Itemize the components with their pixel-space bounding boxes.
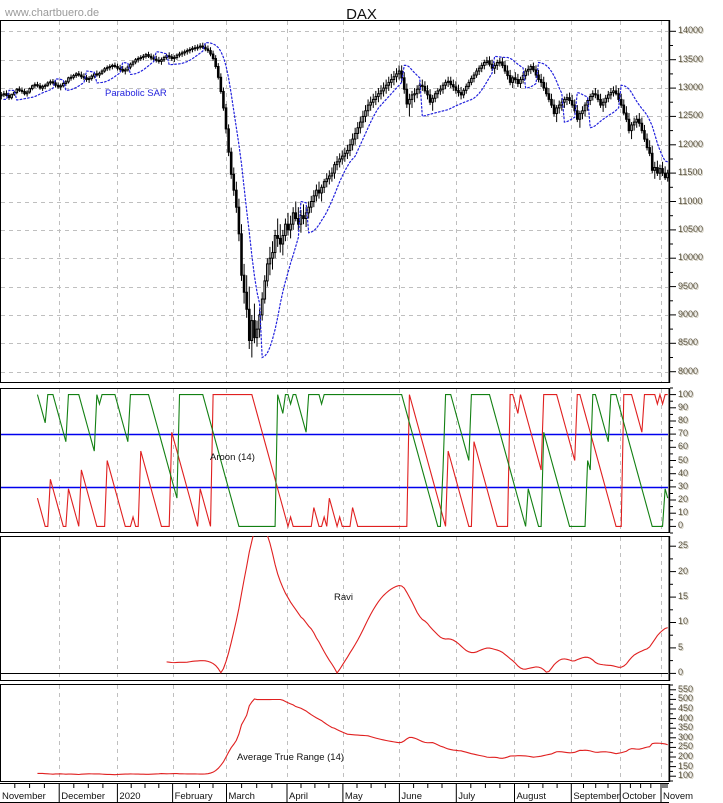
y-axis-tick-label: 10000 — [678, 252, 704, 263]
watermark-text: www.chartbuero.de — [5, 7, 100, 19]
x-axis-month-label: September — [573, 791, 620, 802]
y-axis-tick-label: 10500 — [678, 223, 704, 234]
price-panel — [0, 20, 670, 383]
y-axis-tick-label: 500 — [678, 693, 694, 704]
parabolic-sar-label: Parabolic SAR — [105, 88, 167, 99]
x-axis-month-label: July — [458, 791, 476, 802]
y-axis-tick-label: 12500 — [678, 110, 704, 121]
y-axis-tick-label: 8500 — [678, 337, 699, 348]
ravi-panel — [0, 536, 670, 681]
y-axis-tick-label: 13000 — [678, 82, 704, 93]
x-axis-month-label: March — [228, 791, 255, 802]
y-axis-tick-label: 350 — [678, 722, 694, 733]
y-axis-tick-label: 0 — [678, 520, 684, 531]
x-axis-month-label: February — [174, 791, 213, 802]
x-axis-month-label: October — [622, 791, 656, 802]
y-axis-tick-label: 10 — [678, 507, 689, 518]
y-axis-tick-label: 100 — [678, 770, 694, 781]
y-axis-tick-label: 40 — [678, 467, 689, 478]
x-axis: November December 2020 February March April Ma… — [0, 783, 723, 803]
y-axis-tick-label: 50 — [678, 454, 689, 465]
aroon-panel — [0, 388, 670, 533]
y-axis-tick-label: 250 — [678, 741, 694, 752]
y-axis-tick-label: 400 — [678, 712, 694, 723]
y-axis-tick-label: 100 — [678, 388, 694, 399]
x-axis-month-label: December — [61, 791, 106, 802]
y-axis-tick-label: 9500 — [678, 280, 699, 291]
y-axis-tick-label: 30 — [678, 480, 689, 491]
y-axis-tick-label: 5 — [678, 641, 684, 652]
y-axis-tick-label: 12000 — [678, 138, 704, 149]
y-axis-tick-label: 20 — [678, 494, 689, 505]
chart-title: DAX — [346, 6, 377, 23]
y-axis-tick-label: 0 — [678, 667, 684, 678]
atr-label: Average True Range (14) — [237, 752, 345, 763]
y-axis-tick-label: 90 — [678, 401, 689, 412]
x-axis-month-label: June — [401, 791, 422, 802]
x-axis-month-label: November — [2, 791, 46, 802]
x-axis-month-label: April — [289, 791, 309, 802]
y-axis-tick-label: 20 — [678, 565, 689, 576]
y-axis-tick-label: 80 — [678, 414, 689, 425]
y-axis-tick-label: 60 — [678, 441, 689, 452]
y-axis-tick-label: 15 — [678, 591, 689, 602]
aroon-label: Aroon (14) — [210, 452, 255, 463]
x-axis-month-label: Novem — [662, 791, 694, 802]
y-axis-tick-label: 25 — [678, 540, 689, 551]
y-axis-tick-label: 550 — [678, 683, 694, 694]
y-axis-tick-label: 450 — [678, 702, 694, 713]
y-axis-tick-label: 70 — [678, 428, 689, 439]
y-axis-tick-label: 200 — [678, 751, 694, 762]
atr-panel — [0, 684, 670, 782]
y-axis-tick-label: 14000 — [678, 25, 704, 36]
y-axis-tick-label: 10 — [678, 616, 689, 627]
ravi-label: Ravi — [334, 592, 354, 603]
x-axis-month-label: May — [344, 791, 363, 802]
y-axis-tick-label: 150 — [678, 760, 694, 771]
y-axis-tick-label: 11500 — [678, 167, 703, 178]
x-axis-month-label: August — [516, 791, 547, 802]
y-axis-tick-label: 8000 — [678, 365, 699, 376]
y-axis-tick-label: 11000 — [678, 195, 703, 206]
y-axis-tick-label: 13500 — [678, 53, 704, 64]
x-axis-month-label: 2020 — [119, 791, 141, 802]
y-axis-tick-label: 9000 — [678, 308, 699, 319]
y-axis-tick-label: 300 — [678, 731, 694, 742]
